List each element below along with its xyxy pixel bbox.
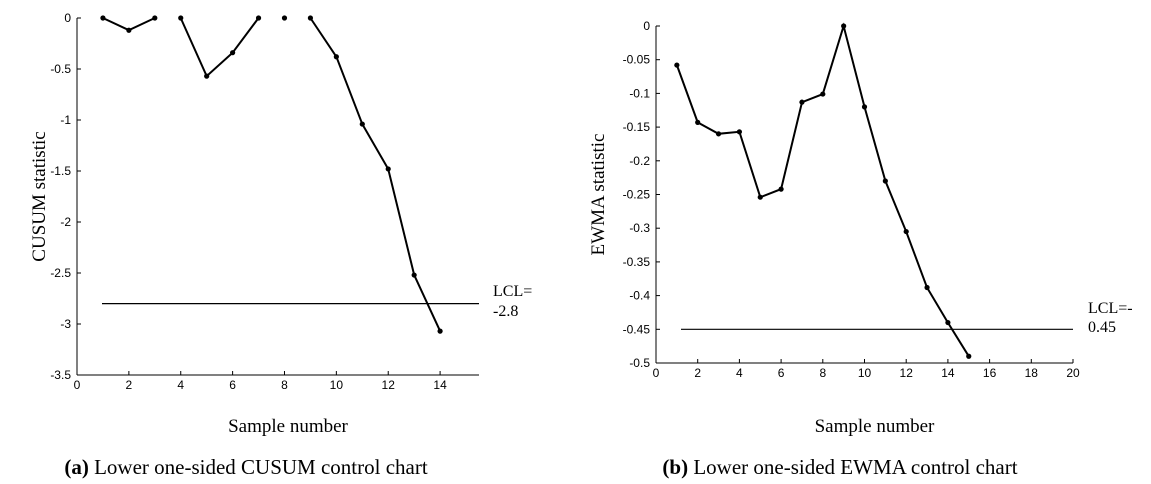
x-tick-label: 10 [330,378,344,392]
y-tick-label: -3.5 [50,368,71,382]
x-tick-label: 14 [941,366,955,380]
data-point [820,91,826,97]
lcl-label: LCL= [493,283,532,300]
x-tick-label: 2 [694,366,701,380]
x-tick-label: 4 [736,366,743,380]
x-axis-label: Sample number [228,416,348,437]
data-point [715,131,722,137]
y-tick-label: -0.15 [623,120,651,134]
x-tick-label: 16 [983,366,997,380]
caption-id: (b) [662,455,688,479]
data-point [924,284,930,291]
data-point [255,15,262,21]
series-line [309,17,442,332]
data-point [333,54,339,60]
data-point [385,166,391,172]
data-point [841,23,847,29]
data-point [359,121,365,127]
y-tick-label: -2.5 [50,266,71,280]
y-tick-label: -0.5 [50,62,71,76]
data-point [204,73,210,79]
x-tick-label: 12 [900,366,914,380]
data-point [757,194,763,200]
data-point [778,186,784,192]
x-tick-label: 12 [382,378,396,392]
chart-1: 0-0.5-1-1.5-2-2.5-3-3.50 2 4 6 8 10 12 14LCL=-2… [29,11,532,479]
y-tick-label: -0.05 [623,53,651,67]
y-axis-label: CUSUM statistic [29,131,50,261]
y-tick-label: -0.3 [629,221,650,235]
data-point [861,104,868,110]
data-point [674,62,680,68]
y-tick-label: -3 [60,317,71,331]
y-tick-label: -0.4 [629,289,650,303]
data-point [437,328,443,334]
series-line [675,22,970,357]
x-tick-label: 4 [177,378,184,392]
data-point [945,319,951,326]
y-tick-label: -1.5 [50,164,71,178]
y-tick-label: 0 [643,19,650,33]
data-point [736,129,743,135]
y-tick-label: -0.25 [623,188,651,202]
y-tick-label: -0.35 [623,255,651,269]
data-point [307,15,314,21]
chart-caption: (b) Lower one-sided EWMA control chart [662,455,1017,479]
y-tick-label: -0.1 [629,86,650,100]
y-tick-label: -0.5 [629,356,650,370]
y-tick-label: -0.45 [623,322,651,336]
x-tick-label: 0 [653,366,660,380]
lcl-value-label: -2.8 [493,303,518,320]
caption-id: (a) [64,455,89,479]
data-point [882,178,888,184]
x-tick-label: 8 [281,378,288,392]
x-tick-label: 20 [1066,366,1080,380]
lcl-value-label: 0.45 [1088,319,1116,336]
x-tick-label: 8 [819,366,826,380]
y-tick-label: 0 [64,11,71,25]
data-point [903,228,909,235]
x-tick-label: 14 [433,378,447,392]
data-point [230,50,236,56]
caption-text: Lower one-sided EWMA control chart [688,455,1018,479]
data-point [411,272,417,278]
x-tick-label: 0 [74,378,81,392]
data-point [281,15,288,21]
data-point [100,15,106,21]
data-point [152,15,158,21]
x-tick-label: 10 [858,366,872,380]
chart-2: 0 -0.05 -0.1 -0.15 -0.2 -0.25 -0.3 -0.35 -0.4 -0.… [588,19,1133,479]
y-axis-label: EWMA statistic [588,134,609,256]
y-tick-label: -2 [60,215,71,229]
data-point [695,119,701,125]
x-axis-label: Sample number [815,416,935,437]
data-point [966,353,972,359]
data-point [178,15,184,21]
x-tick-label: 6 [778,366,785,380]
data-point [126,27,132,33]
x-tick-label: 18 [1025,366,1039,380]
chart-caption: (a) Lower one-sided CUSUM control chart [64,455,428,479]
lcl-label: LCL=- [1088,300,1133,317]
caption-text: Lower one-sided CUSUM control chart [89,455,428,479]
y-tick-label: -0.2 [629,154,650,168]
x-tick-label: 2 [126,378,133,392]
series-line [179,17,260,78]
data-point [799,99,805,105]
x-tick-label: 6 [229,378,236,392]
y-tick-label: -1 [60,113,71,127]
